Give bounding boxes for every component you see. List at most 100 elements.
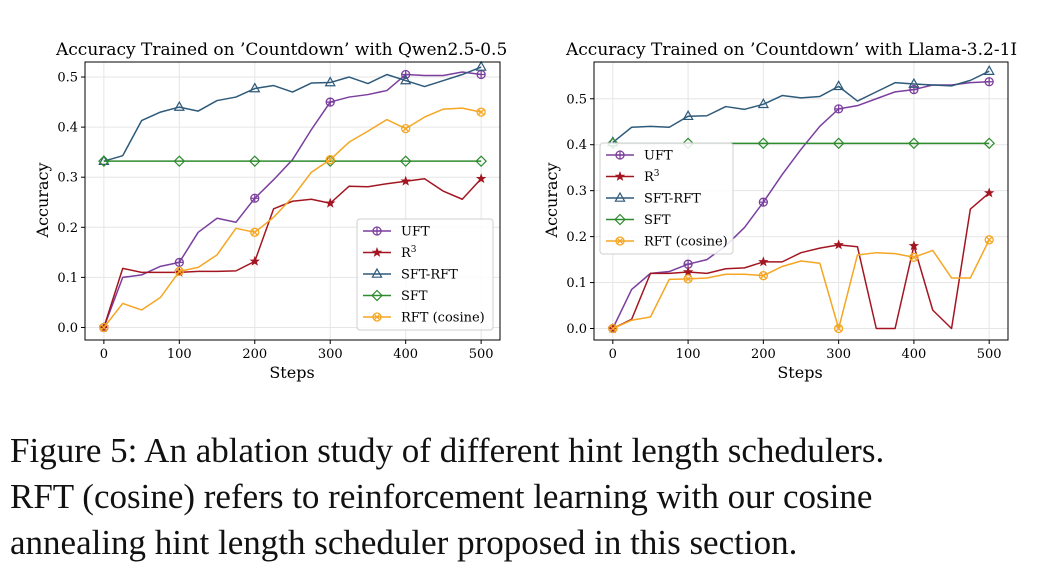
- data-point: [758, 197, 769, 207]
- data-point: [98, 155, 110, 168]
- x-tick-label: 0: [609, 347, 617, 362]
- data-point: [758, 271, 769, 281]
- series-r-: [98, 173, 487, 332]
- data-point: [174, 257, 184, 268]
- data-point: [833, 80, 845, 91]
- chart-title: Accuracy Trained on ’Countdown’ with Qwe…: [55, 40, 507, 60]
- data-point: [683, 274, 693, 284]
- legend-box: [599, 142, 734, 255]
- data-point: [608, 323, 618, 334]
- y-axis-label: Accuracy: [33, 163, 52, 239]
- legend-label: UFT: [644, 149, 673, 164]
- data-point: [400, 74, 412, 85]
- data-point: [476, 69, 486, 80]
- legend-entry: RFT (cosine): [363, 311, 485, 326]
- data-point: [250, 193, 260, 203]
- legend-marker: [372, 226, 382, 236]
- legend-marker: [372, 312, 382, 322]
- series-sft: [98, 155, 487, 168]
- x-tick-label: 300: [318, 347, 343, 362]
- legend-entry: SFT-RFT: [363, 268, 458, 283]
- x-tick-label: 100: [676, 347, 701, 362]
- data-point: [908, 137, 920, 150]
- series-line: [103, 177, 482, 328]
- legend-entry: SFT: [363, 289, 428, 304]
- legend-marker: [614, 191, 626, 202]
- data-point: [908, 77, 920, 88]
- data-point: [250, 227, 260, 237]
- legend-marker: [614, 171, 626, 181]
- figure-caption: Figure 5: An ablation study of different…: [10, 428, 1042, 566]
- y-tick-label: 0.3: [57, 171, 78, 186]
- series-sft-rft: [607, 64, 995, 147]
- legend-entry: UFT: [606, 149, 673, 164]
- legend-label: RFT (cosine): [644, 235, 728, 250]
- y-tick-label: 0.3: [566, 184, 587, 199]
- data-point: [325, 155, 335, 165]
- y-tick-label: 0.1: [57, 271, 78, 286]
- legend-marker: [371, 267, 383, 278]
- data-point: [476, 107, 486, 117]
- data-point: [401, 123, 411, 134]
- y-axis-label: Accuracy: [542, 163, 561, 239]
- y-tick-label: 0.4: [566, 138, 587, 153]
- series-sft-rft: [98, 60, 487, 165]
- y-tick-label: 0.0: [566, 322, 587, 337]
- x-tick-label: 0: [100, 347, 108, 362]
- legend-entry: RFT (cosine): [606, 235, 728, 250]
- data-point: [249, 255, 260, 266]
- data-point: [984, 235, 994, 245]
- data-point: [325, 97, 335, 107]
- legend-marker: [615, 150, 625, 160]
- data-point: [400, 175, 411, 186]
- data-point: [324, 155, 337, 168]
- data-point: [248, 155, 261, 168]
- legend-label: SFT: [644, 213, 671, 228]
- y-tick-label: 0.1: [566, 276, 587, 291]
- data-point: [984, 77, 994, 87]
- legend-label: SFT: [401, 289, 428, 304]
- data-point: [475, 155, 487, 168]
- series-line: [103, 66, 482, 162]
- data-point: [983, 187, 995, 198]
- data-point: [757, 137, 770, 150]
- series-line: [612, 239, 990, 330]
- y-tick-label: 0.4: [57, 121, 78, 136]
- legend-box: [356, 218, 494, 331]
- data-point: [173, 155, 186, 168]
- series-rft-cosine-: [608, 235, 994, 334]
- data-point: [173, 100, 185, 111]
- data-point: [832, 137, 845, 150]
- axes-frame: [84, 61, 501, 341]
- data-point: [475, 60, 487, 71]
- data-point: [174, 266, 184, 277]
- data-point: [757, 98, 769, 109]
- series-rft-cosine-: [99, 107, 486, 333]
- legend-marker: [614, 213, 626, 226]
- y-tick-label: 0.2: [566, 230, 587, 245]
- y-tick-label: 0.5: [57, 71, 78, 86]
- x-axis-label: Steps: [777, 363, 822, 382]
- legend-marker: [371, 289, 383, 302]
- data-point: [983, 137, 996, 150]
- data-point: [833, 323, 844, 334]
- data-point: [682, 109, 694, 121]
- legend-label: SFT-RFT: [644, 192, 701, 207]
- caption-line: RFT (cosine) refers to reinforcement lea…: [10, 477, 873, 516]
- axes-frame: [593, 61, 1009, 341]
- x-tick-label: 100: [167, 347, 192, 362]
- legend-marker: [615, 236, 625, 246]
- data-point: [475, 173, 487, 184]
- legend-marker: [371, 247, 383, 257]
- data-point: [249, 82, 261, 93]
- x-tick-label: 200: [242, 347, 267, 362]
- ticks: 0 100 200 300 400 500 0.0 0.1 0.2 0.3 0.4 0.5: [566, 92, 1001, 362]
- x-tick-label: 200: [751, 347, 776, 362]
- x-tick-label: 300: [826, 347, 851, 362]
- chart-llama: Accuracy Trained on ’Countdown’ with Lla…: [542, 40, 1017, 382]
- data-point: [324, 76, 336, 87]
- data-point: [983, 64, 995, 75]
- x-tick-label: 500: [469, 347, 494, 362]
